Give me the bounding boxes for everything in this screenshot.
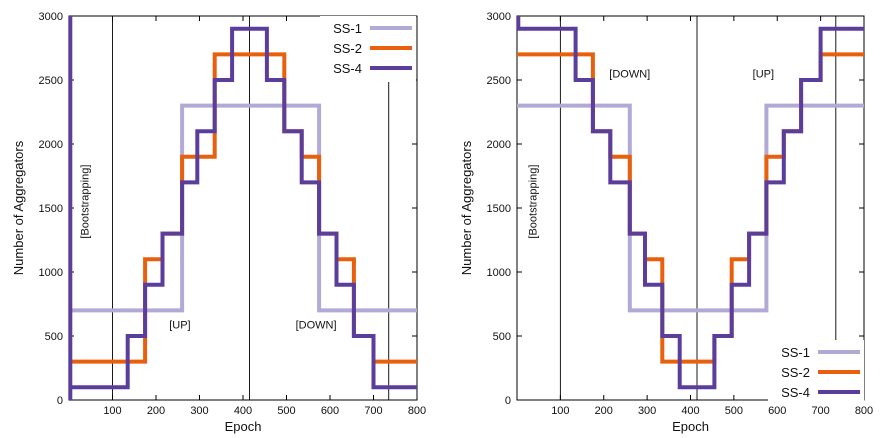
chart-panel-2: 100 200 300 400 500 600 700 800 0 500 1000 1500 2000… bbox=[459, 11, 873, 434]
x-tick-label: 700 bbox=[364, 405, 382, 417]
y-tick-label: 1000 bbox=[39, 267, 63, 279]
x-tick-label: 800 bbox=[408, 405, 426, 417]
y-tick-label: 2500 bbox=[487, 75, 511, 87]
legend-label: SS-1 bbox=[781, 345, 810, 360]
x-tick-label: 500 bbox=[725, 405, 743, 417]
phase-annotation: [UP] bbox=[169, 319, 190, 331]
series-line-ss-1 bbox=[517, 103, 864, 313]
x-tick-label: 500 bbox=[277, 405, 295, 417]
y-tick-label: 1500 bbox=[487, 203, 511, 215]
series-line-ss-1 bbox=[69, 103, 417, 313]
x-tick-label: 600 bbox=[768, 405, 786, 417]
y-tick-label: 3000 bbox=[39, 11, 63, 23]
y-tick-label: 0 bbox=[505, 395, 511, 407]
x-tick-label: 300 bbox=[638, 405, 656, 417]
y-tick-label: 1500 bbox=[39, 203, 63, 215]
x-axis-label: Epoch bbox=[225, 419, 262, 434]
x-tick-label: 800 bbox=[855, 405, 873, 417]
series-line-ss-2 bbox=[69, 52, 417, 364]
y-tick-label: 2000 bbox=[487, 139, 511, 151]
y-tick-label: 1000 bbox=[487, 267, 511, 279]
series-line-ss-2 bbox=[517, 52, 864, 364]
y-tick-label: 500 bbox=[45, 331, 63, 343]
x-tick-label: 200 bbox=[595, 405, 613, 417]
x-tick-label: 100 bbox=[551, 405, 569, 417]
legend-label: SS-4 bbox=[781, 385, 810, 400]
x-tick-label: 400 bbox=[681, 405, 699, 417]
x-axis-label: Epoch bbox=[672, 419, 709, 434]
phase-annotation: [UP] bbox=[753, 68, 774, 80]
legend: SS-1 SS-2 SS-4 bbox=[768, 340, 864, 406]
phase-annotation: [Bootstrapping] bbox=[80, 165, 92, 239]
y-tick-label: 500 bbox=[493, 331, 511, 343]
x-tick-label: 600 bbox=[321, 405, 339, 417]
y-tick-label: 2000 bbox=[39, 139, 63, 151]
phase-annotation: [DOWN] bbox=[296, 319, 337, 331]
x-tick-label: 400 bbox=[234, 405, 252, 417]
legend-label: SS-2 bbox=[333, 41, 362, 56]
series-line-ss-4 bbox=[69, 26, 417, 390]
y-axis-label: Number of Aggregators bbox=[11, 140, 26, 275]
y-axis-label: Number of Aggregators bbox=[459, 140, 474, 275]
legend: SS-1 SS-2 SS-4 bbox=[320, 16, 416, 82]
series-line-ss-4 bbox=[517, 26, 864, 390]
y-tick-label: 0 bbox=[57, 395, 63, 407]
phase-annotation: [DOWN] bbox=[609, 68, 650, 80]
phase-annotation: [Bootstrapping] bbox=[528, 165, 540, 239]
y-tick-label: 3000 bbox=[487, 11, 511, 23]
x-tick-label: 300 bbox=[190, 405, 208, 417]
x-tick-label: 700 bbox=[811, 405, 829, 417]
x-tick-label: 200 bbox=[147, 405, 165, 417]
legend-label: SS-2 bbox=[781, 365, 810, 380]
legend-label: SS-1 bbox=[333, 21, 362, 36]
x-tick-label: 100 bbox=[103, 405, 121, 417]
legend-label: SS-4 bbox=[333, 61, 362, 76]
chart-panel-1: 100 200 300 400 500 600 700 800 0 500 1000 1500 2000… bbox=[11, 11, 426, 434]
y-tick-label: 2500 bbox=[39, 75, 63, 87]
